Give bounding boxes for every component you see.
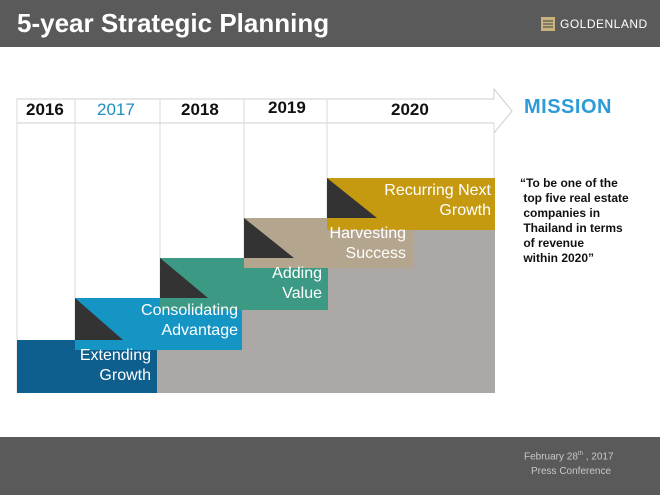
step-adding-value: Adding Value [160,264,322,304]
footer-event: Press Conference [531,466,612,477]
page-title: 5-year Strategic Planning [17,8,330,38]
step-label-line1: Recurring Next [384,182,491,199]
year-2020: 2020 [391,100,429,119]
step-label-line2: Growth [439,202,491,219]
step-label-line2: Growth [99,367,151,384]
step-label-line1: Consolidating [141,302,238,319]
step-label-line2: Success [345,245,406,262]
footer-bar [0,437,660,495]
logo-text: GOLDENLAND [560,17,648,31]
step-shade-3 [160,258,208,298]
step-shade-2 [75,298,123,340]
staircase-base [157,230,495,393]
year-2019: 2019 [268,98,306,117]
mission-quote: “To be one of the top five real estate c… [520,176,629,265]
footer-date: February 28th , 2017 [524,451,614,462]
step-extending-growth: Extending Growth [17,346,151,386]
mission-heading: MISSION [524,96,612,118]
step-recurring-next-growth: Recurring Next Growth [327,181,491,221]
date-year: , 2017 [582,451,614,463]
timeline-arrow [16,87,513,135]
step-harvesting-success: Harvesting Success [244,224,406,264]
step-label-line2: Value [282,285,322,302]
year-2017: 2017 [97,100,135,119]
year-2016: 2016 [26,100,64,119]
year-2018: 2018 [181,100,219,119]
goldenland-logo-icon [541,17,555,31]
step-consolidating-advantage: Consolidating Advantage [75,301,238,341]
step-label-line2: Advantage [161,322,238,339]
logo: GOLDENLAND [541,15,648,33]
step-label-line1: Adding [272,265,322,282]
step-label-line1: Harvesting [329,225,406,242]
date-main: February 28 [524,451,578,463]
date-suffix: th [577,451,583,457]
step-shade-5 [327,178,377,218]
step-shade-4 [244,218,294,258]
step-label-line1: Extending [79,347,151,364]
